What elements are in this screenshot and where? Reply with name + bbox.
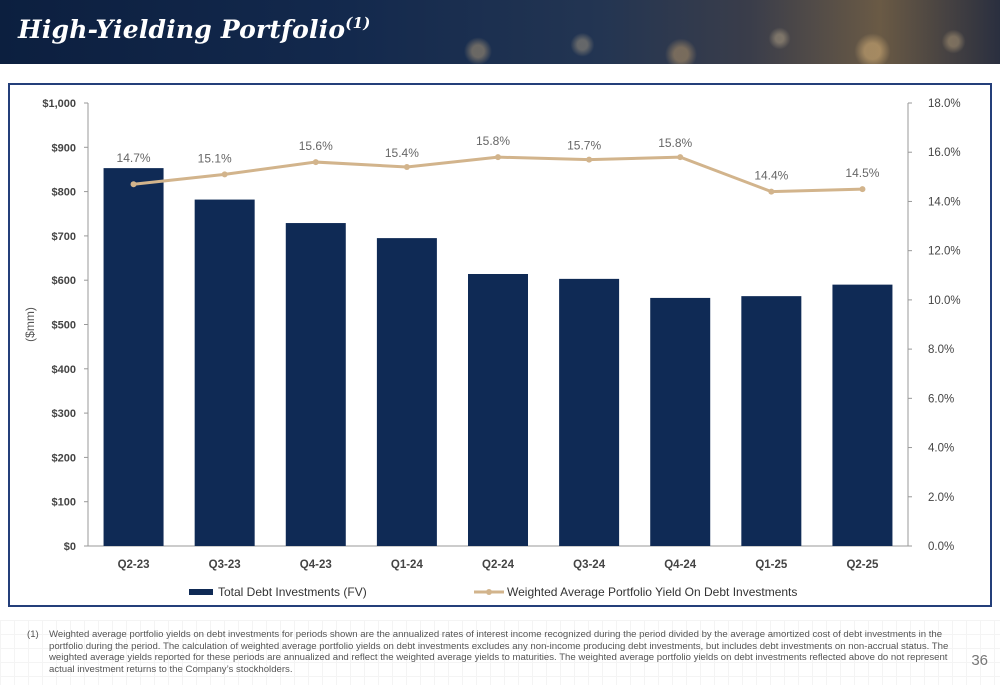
yield-point [312, 159, 319, 166]
yield-point [221, 171, 228, 178]
y-tick-label: $800 [52, 187, 76, 199]
y-tick-label: $700 [52, 231, 76, 243]
yield-point [677, 154, 684, 161]
y2-tick-label: 6.0% [928, 393, 954, 405]
chart-frame [8, 83, 992, 607]
yield-data-label: 15.8% [658, 136, 692, 150]
x-tick-label: Q1-24 [391, 559, 424, 571]
y-axis-title: ($mm) [23, 307, 37, 342]
bar [650, 297, 711, 546]
page-title: High-Yielding Portfolio(1) [18, 14, 371, 44]
x-tick-label: Q4-24 [664, 559, 697, 571]
y-tick-label: $0 [64, 541, 76, 553]
chart-legend: Total Debt Investments (FV) Weighted Aver… [189, 585, 797, 599]
x-tick-label: Q2-24 [482, 559, 515, 571]
x-tick-label: Q2-23 [118, 559, 150, 571]
page-number: 36 [971, 652, 988, 669]
y-tick-label: $400 [52, 364, 76, 376]
yield-point [403, 163, 410, 170]
y2-tick-label: 4.0% [928, 443, 954, 455]
line-series: 14.7% 15.1% 15.6% 15.4% 15.8% 15.7% 15.8% 14.4%… [117, 134, 880, 195]
legend-bar-swatch [189, 589, 213, 595]
page-title-text: High-Yielding Portfolio [18, 15, 346, 44]
y-tick-label: $300 [52, 408, 76, 420]
yield-point [859, 186, 866, 193]
legend-line-label: Weighted Average Portfolio Yield On Debt… [507, 585, 797, 599]
yield-data-label: 14.4% [754, 169, 788, 183]
yield-data-label: 14.7% [117, 151, 151, 165]
y-tick-label: $1,000 [42, 98, 76, 110]
bar [194, 199, 255, 546]
y2-tick-label: 8.0% [928, 344, 954, 356]
chart-axes: $0 $100 $200 $300 $400 $500 $600 $700 $800 $900 $1… [23, 98, 961, 571]
y2-tick-label: 12.0% [928, 246, 961, 258]
y-tick-label: $200 [52, 452, 76, 464]
bar [285, 223, 346, 547]
y-tick-label: $100 [52, 497, 76, 509]
x-tick-label: Q1-25 [755, 559, 788, 571]
yield-data-label: 15.6% [299, 139, 333, 153]
y-tick-label: $500 [52, 320, 76, 332]
x-tick-label: Q2-25 [846, 559, 879, 571]
bar [376, 238, 437, 547]
header-banner: High-Yielding Portfolio(1) [0, 0, 1000, 64]
footnote-marker: (1) [27, 629, 39, 640]
yield-point [130, 181, 137, 188]
bar [103, 168, 164, 546]
yield-point [586, 156, 593, 163]
yield-line [133, 155, 863, 194]
bar-series [103, 168, 893, 547]
background-grid [0, 620, 1000, 685]
legend-line-marker [486, 589, 492, 595]
yield-data-label: 14.5% [845, 166, 879, 180]
yield-data-label: 15.7% [567, 139, 601, 153]
y2-tick-label: 18.0% [928, 98, 961, 110]
yield-data-label: 15.8% [476, 134, 510, 148]
y2-tick-label: 10.0% [928, 295, 961, 307]
footnote-text: Weighted average portfolio yields on deb… [49, 629, 949, 676]
y2-tick-label: 14.0% [928, 196, 961, 208]
bar [832, 284, 893, 546]
y2-tick-label: 0.0% [928, 541, 954, 553]
x-tick-label: Q4-23 [300, 559, 332, 571]
y2-tick-label: 2.0% [928, 492, 954, 504]
yield-point [768, 188, 775, 195]
bar [468, 273, 528, 546]
x-tick-label: Q3-24 [573, 559, 606, 571]
header-city-image [420, 0, 1000, 64]
x-tick-label: Q3-23 [209, 559, 241, 571]
yield-point [495, 154, 501, 161]
y-tick-label: $600 [52, 275, 76, 287]
y2-tick-label: 16.0% [928, 147, 961, 159]
y-tick-label: $900 [52, 142, 76, 154]
legend-bar-label: Total Debt Investments (FV) [218, 585, 367, 599]
yield-data-label: 15.4% [385, 146, 419, 160]
bar [559, 278, 620, 546]
yield-data-label: 15.1% [198, 151, 232, 165]
bar [741, 296, 802, 546]
title-footnote-marker: (1) [345, 14, 371, 32]
